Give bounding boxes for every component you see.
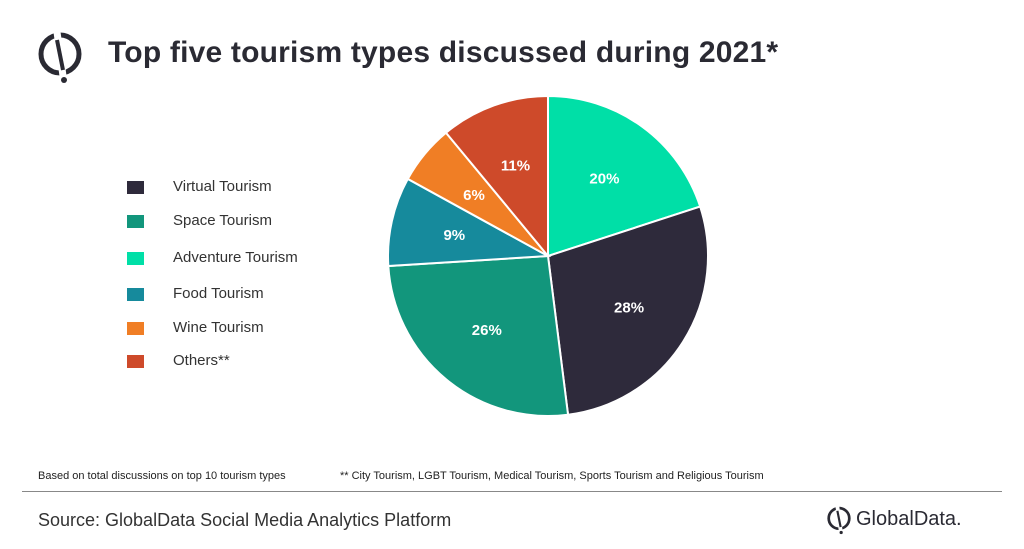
footnote-basis: Based on total discussions on top 10 tou… — [38, 470, 286, 482]
slice-value-label: 28% — [614, 299, 644, 316]
legend-label: Food Tourism — [173, 285, 264, 302]
pie-slice-virtual-tourism — [546, 205, 709, 416]
slice-value-label: 11% — [501, 158, 530, 175]
pie-slice-space-tourism — [387, 254, 570, 417]
pie-slice-others — [444, 94, 549, 259]
legend-label: Space Tourism — [173, 212, 272, 229]
legend-swatch — [127, 252, 144, 265]
pie-slice-adventure-tourism — [547, 94, 702, 258]
legend-swatch — [127, 181, 144, 194]
globaldata-logo-icon — [38, 31, 82, 83]
legend-label: Virtual Tourism — [173, 178, 272, 195]
footer-divider — [22, 491, 1002, 492]
legend-swatch — [127, 355, 144, 368]
legend-swatch — [127, 288, 144, 301]
legend-label: Others** — [173, 352, 230, 369]
globaldata-logo-icon — [827, 506, 851, 535]
footnote-others: ** City Tourism, LGBT Tourism, Medical T… — [340, 470, 764, 482]
legend-label: Wine Tourism — [173, 319, 264, 336]
slice-value-label: 20% — [589, 170, 619, 187]
legend-label: Adventure Tourism — [173, 249, 298, 266]
brand-name: GlobalData. — [856, 508, 962, 530]
legend-swatch — [127, 215, 144, 228]
slice-value-label: 6% — [463, 187, 485, 204]
chart-title: Top five tourism types discussed during … — [108, 36, 779, 69]
slice-value-label: 26% — [472, 322, 502, 339]
legend-swatch — [127, 322, 144, 335]
slice-value-label: 9% — [443, 227, 465, 244]
pie-slice-food-tourism — [387, 177, 552, 268]
pie-chart: 20% 28% 26% 9% 6% 11% — [387, 94, 709, 417]
source-text: Source: GlobalData Social Media Analytic… — [38, 510, 452, 530]
